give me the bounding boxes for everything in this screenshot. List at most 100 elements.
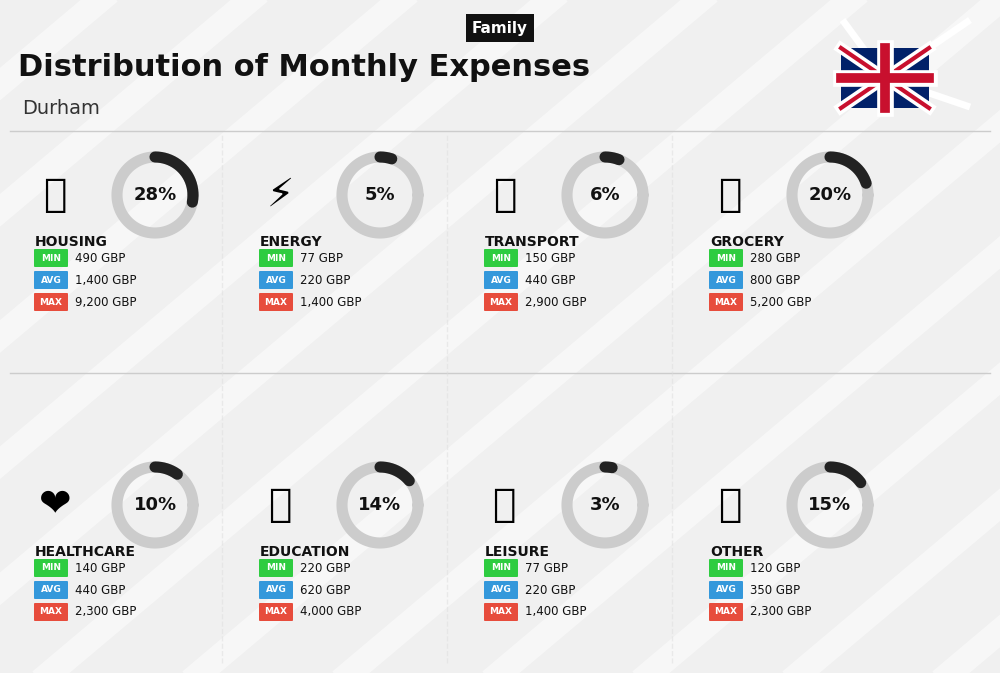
- Text: 120 GBP: 120 GBP: [750, 561, 800, 575]
- Text: 3%: 3%: [590, 496, 620, 514]
- FancyBboxPatch shape: [484, 249, 518, 267]
- Text: AVG: AVG: [41, 275, 61, 285]
- Text: 5%: 5%: [365, 186, 395, 204]
- FancyBboxPatch shape: [34, 249, 68, 267]
- Text: 2,900 GBP: 2,900 GBP: [525, 295, 586, 308]
- Text: 440 GBP: 440 GBP: [75, 583, 125, 596]
- Text: Family: Family: [472, 20, 528, 36]
- Text: 220 GBP: 220 GBP: [300, 273, 350, 287]
- Text: 15%: 15%: [808, 496, 852, 514]
- Text: 350 GBP: 350 GBP: [750, 583, 800, 596]
- Text: OTHER: OTHER: [710, 545, 763, 559]
- FancyBboxPatch shape: [709, 271, 743, 289]
- FancyBboxPatch shape: [484, 581, 518, 599]
- Text: AVG: AVG: [41, 586, 61, 594]
- Text: AVG: AVG: [266, 275, 286, 285]
- Text: 1,400 GBP: 1,400 GBP: [525, 606, 586, 618]
- Text: GROCERY: GROCERY: [710, 235, 784, 249]
- Text: Distribution of Monthly Expenses: Distribution of Monthly Expenses: [18, 53, 590, 83]
- FancyBboxPatch shape: [484, 559, 518, 577]
- Text: AVG: AVG: [716, 275, 736, 285]
- Text: 10%: 10%: [133, 496, 177, 514]
- Text: MAX: MAX: [714, 297, 738, 306]
- Text: HOUSING: HOUSING: [35, 235, 108, 249]
- Text: 440 GBP: 440 GBP: [525, 273, 575, 287]
- Bar: [841, 48, 929, 108]
- Text: ❤️: ❤️: [39, 486, 71, 524]
- Text: 🚌: 🚌: [493, 176, 517, 214]
- FancyBboxPatch shape: [484, 293, 518, 311]
- Text: MIN: MIN: [491, 563, 511, 573]
- Text: 🏢: 🏢: [43, 176, 67, 214]
- Text: AVG: AVG: [716, 586, 736, 594]
- Text: MAX: MAX: [714, 608, 738, 616]
- FancyBboxPatch shape: [709, 603, 743, 621]
- Text: MIN: MIN: [716, 563, 736, 573]
- FancyBboxPatch shape: [259, 249, 293, 267]
- Text: 140 GBP: 140 GBP: [75, 561, 125, 575]
- Text: 20%: 20%: [808, 186, 852, 204]
- Text: 800 GBP: 800 GBP: [750, 273, 800, 287]
- Text: 4,000 GBP: 4,000 GBP: [300, 606, 361, 618]
- FancyBboxPatch shape: [709, 559, 743, 577]
- Text: 9,200 GBP: 9,200 GBP: [75, 295, 136, 308]
- Text: MAX: MAX: [264, 297, 288, 306]
- Text: 6%: 6%: [590, 186, 620, 204]
- Text: MAX: MAX: [40, 608, 63, 616]
- Text: MAX: MAX: [490, 297, 512, 306]
- FancyBboxPatch shape: [259, 581, 293, 599]
- Text: AVG: AVG: [266, 586, 286, 594]
- Text: ENERGY: ENERGY: [260, 235, 323, 249]
- Text: MIN: MIN: [41, 563, 61, 573]
- FancyBboxPatch shape: [34, 271, 68, 289]
- Text: 👛: 👛: [718, 486, 742, 524]
- FancyBboxPatch shape: [259, 271, 293, 289]
- FancyBboxPatch shape: [484, 603, 518, 621]
- Text: EDUCATION: EDUCATION: [260, 545, 350, 559]
- Text: MAX: MAX: [264, 608, 288, 616]
- Text: 280 GBP: 280 GBP: [750, 252, 800, 264]
- Text: 🛒: 🛒: [718, 176, 742, 214]
- Text: 🎓: 🎓: [268, 486, 292, 524]
- Text: MIN: MIN: [491, 254, 511, 262]
- Text: 1,400 GBP: 1,400 GBP: [75, 273, 136, 287]
- FancyBboxPatch shape: [709, 293, 743, 311]
- FancyBboxPatch shape: [259, 293, 293, 311]
- Text: MIN: MIN: [266, 563, 286, 573]
- Text: Durham: Durham: [22, 98, 100, 118]
- FancyBboxPatch shape: [709, 581, 743, 599]
- Text: MIN: MIN: [716, 254, 736, 262]
- Text: LEISURE: LEISURE: [485, 545, 550, 559]
- Text: HEALTHCARE: HEALTHCARE: [35, 545, 136, 559]
- FancyBboxPatch shape: [709, 249, 743, 267]
- Text: MIN: MIN: [266, 254, 286, 262]
- FancyBboxPatch shape: [259, 559, 293, 577]
- Text: 77 GBP: 77 GBP: [525, 561, 568, 575]
- Text: ⚡: ⚡: [266, 176, 294, 214]
- Text: 2,300 GBP: 2,300 GBP: [75, 606, 136, 618]
- Text: 220 GBP: 220 GBP: [525, 583, 575, 596]
- Text: 77 GBP: 77 GBP: [300, 252, 343, 264]
- Text: 490 GBP: 490 GBP: [75, 252, 125, 264]
- FancyBboxPatch shape: [34, 581, 68, 599]
- FancyBboxPatch shape: [34, 293, 68, 311]
- Text: TRANSPORT: TRANSPORT: [485, 235, 580, 249]
- Text: 620 GBP: 620 GBP: [300, 583, 350, 596]
- Text: 1,400 GBP: 1,400 GBP: [300, 295, 362, 308]
- Text: 14%: 14%: [358, 496, 402, 514]
- Text: 🛍️: 🛍️: [493, 486, 517, 524]
- Text: AVG: AVG: [491, 586, 511, 594]
- Text: 2,300 GBP: 2,300 GBP: [750, 606, 811, 618]
- FancyBboxPatch shape: [34, 559, 68, 577]
- Text: 5,200 GBP: 5,200 GBP: [750, 295, 811, 308]
- FancyBboxPatch shape: [484, 271, 518, 289]
- Text: MAX: MAX: [490, 608, 512, 616]
- Text: 220 GBP: 220 GBP: [300, 561, 350, 575]
- FancyBboxPatch shape: [34, 603, 68, 621]
- Text: AVG: AVG: [491, 275, 511, 285]
- Text: 28%: 28%: [133, 186, 177, 204]
- Text: 150 GBP: 150 GBP: [525, 252, 575, 264]
- Text: MIN: MIN: [41, 254, 61, 262]
- FancyBboxPatch shape: [259, 603, 293, 621]
- Text: MAX: MAX: [40, 297, 63, 306]
